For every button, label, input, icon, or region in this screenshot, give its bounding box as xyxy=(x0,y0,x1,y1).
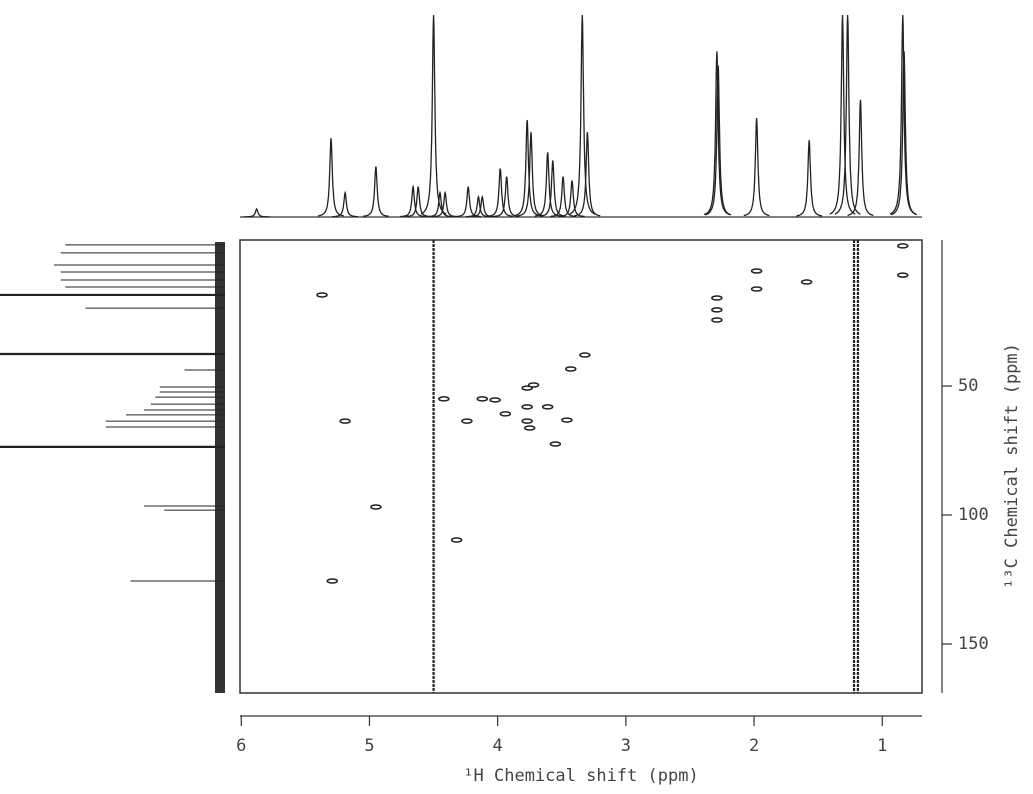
cross-peak xyxy=(711,317,723,323)
h-projection-peak xyxy=(400,184,427,218)
cross-peak xyxy=(450,537,463,543)
h-projection-peak xyxy=(540,160,566,217)
h-projection-peak xyxy=(420,14,447,215)
h-projection-peak xyxy=(487,168,514,217)
h-projection-peak xyxy=(243,207,270,218)
h-projection-peak xyxy=(550,176,576,218)
cross-peak xyxy=(711,307,723,313)
cross-peak xyxy=(476,396,489,402)
h-projection-peak xyxy=(743,117,770,217)
h-projection-peak xyxy=(829,14,856,215)
y-tick-label: 150 xyxy=(958,634,989,654)
h-projection-peak xyxy=(432,190,459,218)
y-tick-label: 100 xyxy=(958,505,989,525)
cross-peak xyxy=(499,411,512,417)
h-projection-peak xyxy=(514,119,540,217)
x-tick-label: 5 xyxy=(364,736,374,756)
cross-peak xyxy=(897,243,909,249)
cross-peak xyxy=(541,404,554,410)
h-projection-peak xyxy=(891,51,918,216)
x-tick-label: 1 xyxy=(877,736,887,756)
plot-frame xyxy=(239,239,923,694)
cross-peak xyxy=(523,425,536,431)
h-projection-peak xyxy=(405,186,432,218)
x-tick-label: 2 xyxy=(749,736,759,756)
cross-peak xyxy=(561,417,573,423)
projection-noise xyxy=(215,242,225,693)
h-projection-peak xyxy=(317,138,345,217)
cross-peak xyxy=(326,578,339,584)
x-tick-label: 6 xyxy=(236,736,246,756)
x-axis-label: ¹H Chemical shift (ppm) xyxy=(463,766,698,786)
h-projection-peak xyxy=(703,51,730,216)
h-projection-peak xyxy=(847,99,874,216)
cross-peak xyxy=(527,382,540,388)
cross-peak xyxy=(370,504,382,510)
cross-peak xyxy=(489,397,501,403)
cross-peak xyxy=(579,352,591,358)
cross-peak xyxy=(800,279,813,285)
h-projection-peak xyxy=(332,190,359,218)
cross-peak xyxy=(897,272,909,278)
y-tick-label: 50 xyxy=(958,376,978,396)
cross-peak xyxy=(549,441,562,447)
h-projection-peak xyxy=(493,176,520,218)
cross-peak xyxy=(564,366,577,372)
cross-peak xyxy=(461,418,473,424)
cross-peak xyxy=(750,268,763,274)
cross-peak xyxy=(521,418,533,424)
h-projection-peak xyxy=(569,14,596,215)
h-projection-peak xyxy=(426,190,454,218)
h-projection-peak xyxy=(559,180,585,218)
cross-peak xyxy=(438,396,450,402)
h-projection-peak xyxy=(796,140,822,217)
cross-peak xyxy=(750,286,763,292)
cross-peak xyxy=(711,295,723,301)
h-projection-peak xyxy=(834,14,861,215)
h-projection-peak xyxy=(574,132,601,217)
cross-peak xyxy=(316,292,328,298)
h-projection-peak xyxy=(362,166,389,217)
y-axis-label: ¹³C Chemical shift (ppm) xyxy=(1002,343,1022,589)
x-tick-label: 3 xyxy=(621,736,631,756)
x-tick-label: 4 xyxy=(493,736,503,756)
h-projection-peak xyxy=(705,65,732,216)
cross-peak xyxy=(521,404,533,410)
cross-peak xyxy=(339,418,351,424)
cross-peak xyxy=(521,385,533,391)
